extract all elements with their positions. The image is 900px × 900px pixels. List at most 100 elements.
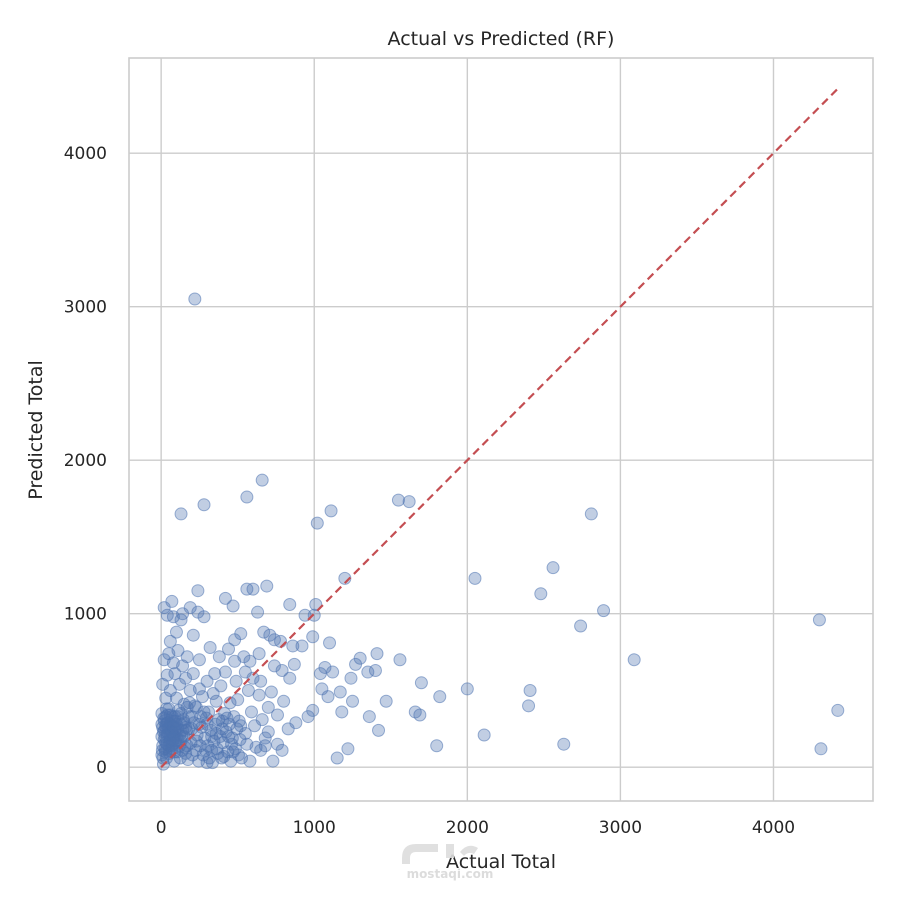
data-point bbox=[159, 691, 173, 705]
x-tick-label: 4000 bbox=[752, 818, 795, 838]
data-point bbox=[241, 683, 255, 697]
data-point bbox=[157, 601, 171, 615]
data-point bbox=[182, 722, 196, 736]
data-point bbox=[173, 677, 187, 691]
data-point bbox=[430, 739, 444, 753]
data-point bbox=[208, 667, 222, 681]
data-point bbox=[254, 674, 268, 688]
data-point bbox=[212, 650, 226, 664]
data-point bbox=[574, 619, 588, 633]
data-point bbox=[522, 699, 536, 713]
scatter-points bbox=[155, 292, 845, 771]
data-point bbox=[391, 493, 405, 507]
data-point bbox=[229, 674, 243, 688]
tick-labels: 0 1000 2000 3000 4000 0 1000 2000 3000 4000 bbox=[64, 144, 795, 838]
y-axis-label: Predicted Total bbox=[25, 360, 47, 500]
data-point bbox=[174, 613, 188, 627]
data-point bbox=[523, 683, 537, 697]
data-point bbox=[234, 719, 248, 733]
data-point bbox=[313, 667, 327, 681]
data-point bbox=[261, 725, 275, 739]
data-point bbox=[209, 694, 223, 708]
data-point bbox=[238, 665, 252, 679]
watermark-glyph bbox=[402, 844, 478, 864]
data-point bbox=[226, 599, 240, 613]
data-point bbox=[231, 693, 245, 707]
data-point bbox=[248, 719, 262, 733]
data-point bbox=[222, 642, 236, 656]
data-point bbox=[218, 591, 232, 605]
data-point bbox=[156, 677, 170, 691]
data-point bbox=[267, 633, 281, 647]
data-point bbox=[200, 756, 214, 770]
data-point bbox=[546, 561, 560, 575]
data-point bbox=[287, 657, 301, 671]
plot-frame bbox=[128, 57, 874, 802]
data-point bbox=[281, 722, 295, 736]
data-point bbox=[306, 630, 320, 644]
data-point bbox=[169, 625, 183, 639]
data-point bbox=[361, 665, 375, 679]
data-point bbox=[227, 710, 241, 724]
data-point bbox=[255, 473, 269, 487]
data-point bbox=[180, 700, 194, 714]
y-tick-label: 3000 bbox=[64, 298, 107, 318]
data-point bbox=[534, 587, 548, 601]
data-point bbox=[414, 676, 428, 690]
data-point bbox=[349, 657, 363, 671]
data-point bbox=[240, 582, 254, 596]
data-point bbox=[270, 708, 284, 722]
data-point bbox=[209, 726, 223, 740]
data-point bbox=[163, 634, 177, 648]
data-point bbox=[252, 688, 266, 702]
data-point bbox=[323, 636, 337, 650]
data-point bbox=[263, 628, 277, 642]
data-point bbox=[168, 714, 182, 728]
data-point bbox=[183, 683, 197, 697]
data-point bbox=[413, 708, 427, 722]
data-point bbox=[286, 639, 300, 653]
data-point bbox=[831, 703, 845, 717]
data-point bbox=[251, 605, 265, 619]
data-point bbox=[275, 664, 289, 678]
data-point bbox=[244, 705, 258, 719]
data-point bbox=[301, 710, 315, 724]
data-point bbox=[228, 654, 242, 668]
data-point bbox=[214, 679, 228, 693]
data-point bbox=[267, 659, 281, 673]
x-tick-label: 2000 bbox=[446, 818, 489, 838]
data-point bbox=[258, 739, 272, 753]
data-point bbox=[460, 682, 474, 696]
data-point bbox=[228, 633, 242, 647]
chart-title: Actual vs Predicted (RF) bbox=[388, 28, 615, 50]
data-point bbox=[330, 751, 344, 765]
data-point bbox=[254, 743, 268, 757]
data-point bbox=[266, 754, 280, 768]
data-point bbox=[812, 613, 826, 627]
data-point bbox=[310, 516, 324, 530]
data-point bbox=[191, 605, 205, 619]
data-point bbox=[477, 728, 491, 742]
data-point bbox=[205, 743, 219, 757]
data-point bbox=[433, 690, 447, 704]
data-point bbox=[557, 737, 571, 751]
data-point bbox=[370, 647, 384, 661]
watermark-logo: mostaqi.com bbox=[402, 844, 493, 881]
data-point bbox=[200, 674, 214, 688]
x-tick-label: 0 bbox=[156, 818, 167, 838]
data-point bbox=[166, 733, 180, 747]
data-point bbox=[372, 723, 386, 737]
data-point bbox=[341, 742, 355, 756]
data-point bbox=[379, 694, 393, 708]
data-point bbox=[597, 604, 611, 618]
x-axis-label: Actual Total bbox=[446, 851, 556, 873]
data-point bbox=[333, 685, 347, 699]
data-point bbox=[197, 498, 211, 512]
data-point bbox=[402, 495, 416, 509]
data-point bbox=[362, 710, 376, 724]
identity-line bbox=[160, 87, 839, 769]
data-point bbox=[283, 598, 297, 612]
data-point bbox=[261, 700, 275, 714]
